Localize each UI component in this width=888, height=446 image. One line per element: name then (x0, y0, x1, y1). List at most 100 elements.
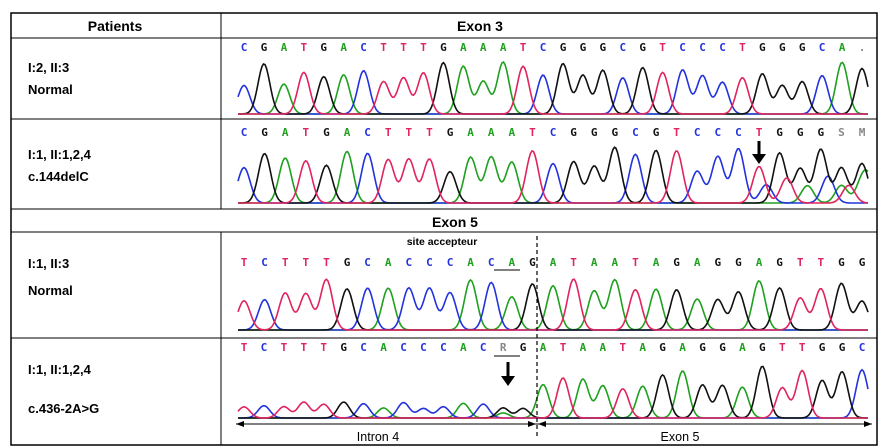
base-letter: A (639, 341, 646, 354)
base-letter: G (529, 256, 536, 269)
base-letter: C (360, 341, 367, 354)
base-letter: A (460, 341, 467, 354)
base-letter: G (776, 256, 783, 269)
base-letter: C (819, 41, 826, 54)
base-letter: G (560, 41, 567, 54)
base-letter: S (838, 126, 845, 139)
base-letter: C (261, 341, 268, 354)
base-letter: A (550, 256, 557, 269)
base-letter: G (714, 256, 721, 269)
base-letter: A (756, 256, 763, 269)
base-letter: C (699, 41, 706, 54)
base-letter: T (739, 41, 746, 54)
base-letter: T (779, 341, 786, 354)
base-letter: M (859, 126, 866, 139)
base-letter: G (440, 41, 447, 54)
base-letter: A (340, 41, 347, 54)
trace-T (237, 369, 868, 419)
base-letter: A (467, 256, 474, 269)
base-letter: A (281, 41, 288, 54)
base-letter: C (241, 126, 248, 139)
base-letter: C (241, 41, 248, 54)
base-letter: T (632, 256, 639, 269)
base-letter: A (591, 256, 598, 269)
base-letter: T (380, 41, 387, 54)
base-letter: T (300, 341, 307, 354)
base-letter: T (756, 126, 763, 139)
base-letter: C (714, 126, 721, 139)
base-letter: T (570, 256, 577, 269)
site-accepteur-label: site accepteur (407, 236, 478, 248)
base-letter: G (570, 126, 577, 139)
trace-T (238, 149, 869, 204)
arrow-down-icon (752, 141, 766, 164)
base-letter: C (550, 126, 557, 139)
base-letter: A (611, 256, 618, 269)
base-letter: G (759, 41, 766, 54)
base-letter: T (302, 126, 309, 139)
base-letter: T (241, 341, 248, 354)
trace-G (238, 365, 868, 419)
base-letter: G (799, 41, 806, 54)
base-letter: C (619, 41, 626, 54)
row1-label-line2: Normal (28, 82, 73, 97)
base-letter: A (694, 256, 701, 269)
base-letter: T (797, 256, 804, 269)
row3-label-line1: I:1, II:3 (28, 256, 69, 271)
base-letter: A (540, 341, 547, 354)
base-letter: C (420, 341, 427, 354)
base-letter: C (261, 256, 268, 269)
base-letter: G (839, 341, 846, 354)
base-letter: A (480, 41, 487, 54)
base-letter: R (500, 341, 507, 354)
base-letter: G (817, 126, 824, 139)
base-letter: G (759, 341, 766, 354)
trace-T (238, 65, 868, 115)
base-letter: T (281, 341, 288, 354)
base-letter: T (817, 256, 824, 269)
base-letter: T (659, 41, 666, 54)
patients-header: Patients (88, 18, 143, 34)
base-letter: C (488, 256, 495, 269)
figure-frame (10, 12, 878, 446)
base-letter: G (447, 126, 454, 139)
base-letter: G (344, 256, 351, 269)
base-letter: G (673, 256, 680, 269)
base-letter: A (282, 126, 289, 139)
base-letter: A (508, 126, 515, 139)
base-letter: T (560, 341, 567, 354)
row2-label-line1: I:1, II:1,2,4 (28, 147, 92, 162)
base-letter: C (480, 341, 487, 354)
base-letter: C (540, 41, 547, 54)
base-letter: C (405, 256, 412, 269)
region-arrow-right-end (864, 421, 872, 427)
base-letter: T (282, 256, 289, 269)
base-letter: C (364, 256, 371, 269)
row2-label-line2: c.144delC (28, 169, 89, 184)
base-letter: C (360, 41, 367, 54)
base-letter: G (261, 126, 268, 139)
base-letter: T (323, 256, 330, 269)
base-letter: T (300, 41, 307, 54)
base-letter: G (261, 41, 268, 54)
base-letter: T (619, 341, 626, 354)
base-letter: G (779, 41, 786, 54)
base-letter: G (659, 341, 666, 354)
base-letter: G (323, 126, 330, 139)
region-arrow-exon-start (538, 421, 546, 427)
exon5-title: Exon 5 (432, 214, 478, 230)
intron4-label: Intron 4 (357, 430, 399, 444)
base-letter: G (819, 341, 826, 354)
exon5-region-label: Exon 5 (661, 430, 700, 444)
base-letter: C (859, 341, 866, 354)
base-letter: G (611, 126, 618, 139)
base-letter: G (719, 341, 726, 354)
base-letter: T (405, 126, 412, 139)
row3-label-line2: Normal (28, 283, 73, 298)
base-letter: C (364, 126, 371, 139)
base-letter: T (385, 126, 392, 139)
base-letter: A (500, 41, 507, 54)
base-letter: T (673, 126, 680, 139)
row4-label-line1: I:1, II:1,2,4 (28, 362, 92, 377)
